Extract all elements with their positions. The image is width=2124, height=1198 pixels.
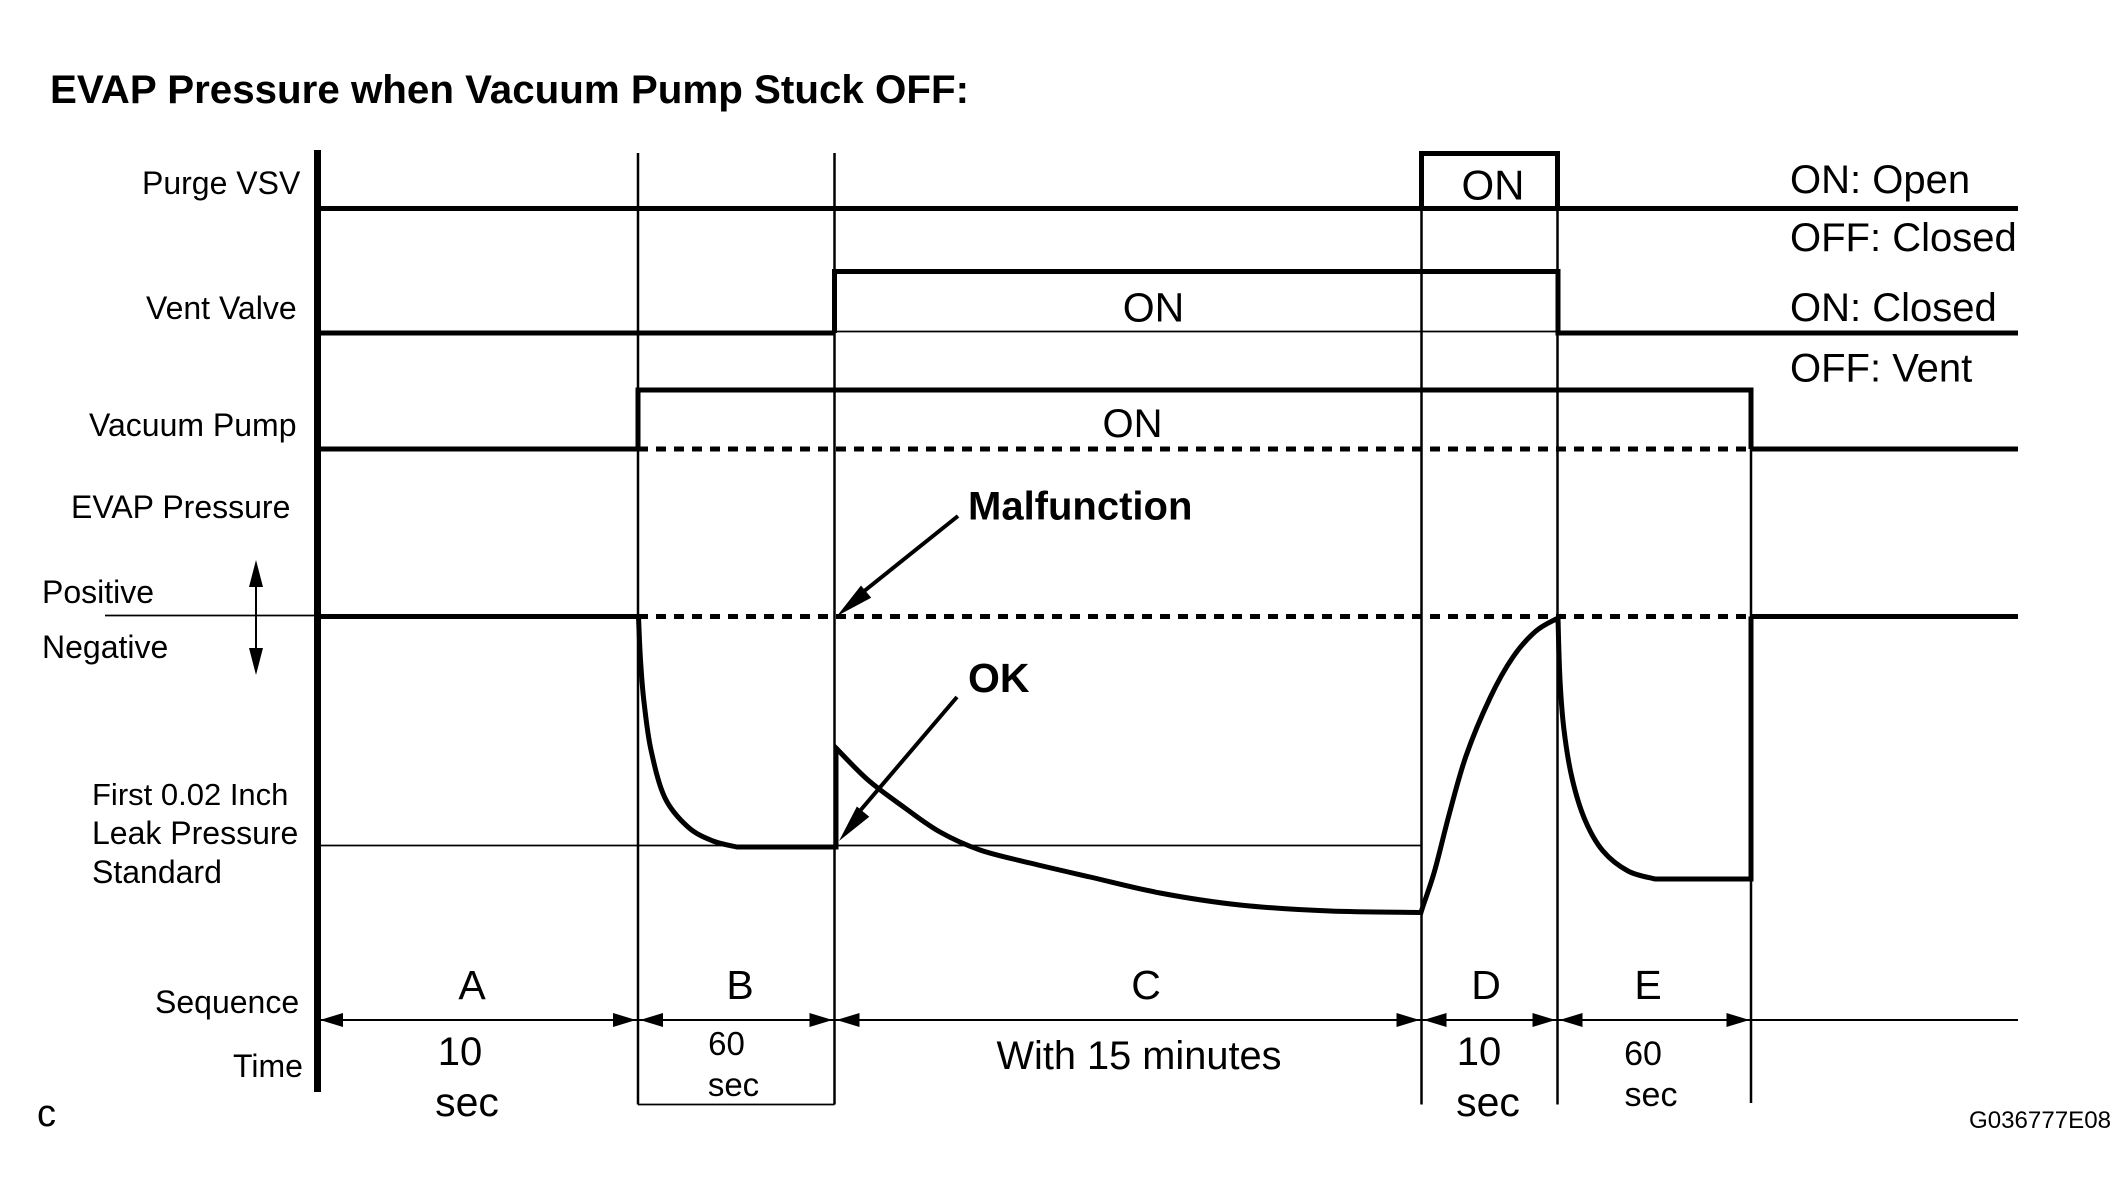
svg-text:B: B xyxy=(726,962,753,1008)
svg-text:EVAP Pressure: EVAP Pressure xyxy=(71,489,290,525)
svg-text:Purge VSV: Purge VSV xyxy=(142,165,301,201)
svg-text:OK: OK xyxy=(968,655,1030,701)
svg-text:10: 10 xyxy=(1457,1030,1502,1074)
svg-text:sec: sec xyxy=(708,1066,759,1103)
svg-text:Standard: Standard xyxy=(92,854,222,890)
svg-text:Vacuum Pump: Vacuum Pump xyxy=(89,407,297,443)
svg-text:E: E xyxy=(1634,962,1661,1008)
svg-text:EVAP Pressure when Vacuum Pump: EVAP Pressure when Vacuum Pump Stuck OFF… xyxy=(50,68,969,112)
svg-text:10: 10 xyxy=(438,1030,483,1074)
svg-text:Sequence: Sequence xyxy=(155,984,299,1020)
svg-text:ON: Closed: ON: Closed xyxy=(1790,286,1997,330)
svg-text:sec: sec xyxy=(1456,1079,1520,1125)
svg-text:ON: ON xyxy=(1462,162,1525,209)
svg-text:A: A xyxy=(458,962,486,1008)
svg-text:OFF: Closed: OFF: Closed xyxy=(1790,216,2017,260)
svg-text:Malfunction: Malfunction xyxy=(968,485,1192,529)
svg-text:Positive: Positive xyxy=(42,574,154,610)
svg-text:OFF: Vent: OFF: Vent xyxy=(1790,347,1972,391)
svg-text:G036777E08: G036777E08 xyxy=(1969,1107,2111,1134)
svg-text:sec: sec xyxy=(435,1079,499,1125)
svg-text:60: 60 xyxy=(1624,1035,1662,1073)
svg-text:First 0.02 Inch: First 0.02 Inch xyxy=(92,777,288,812)
svg-text:Vent Valve: Vent Valve xyxy=(146,290,297,326)
svg-text:D: D xyxy=(1471,962,1501,1008)
svg-text:ON: ON xyxy=(1123,285,1185,331)
svg-text:sec: sec xyxy=(1625,1076,1678,1114)
svg-text:C: C xyxy=(1131,962,1161,1008)
svg-text:ON: Open: ON: Open xyxy=(1790,158,1970,202)
svg-text:60: 60 xyxy=(708,1025,745,1062)
svg-text:With 15 minutes: With 15 minutes xyxy=(997,1034,1282,1078)
svg-text:Time: Time xyxy=(233,1048,303,1084)
svg-text:Negative: Negative xyxy=(42,629,168,665)
svg-text:c: c xyxy=(37,1093,56,1135)
svg-text:ON: ON xyxy=(1103,402,1163,446)
svg-text:Leak Pressure: Leak Pressure xyxy=(92,815,298,851)
